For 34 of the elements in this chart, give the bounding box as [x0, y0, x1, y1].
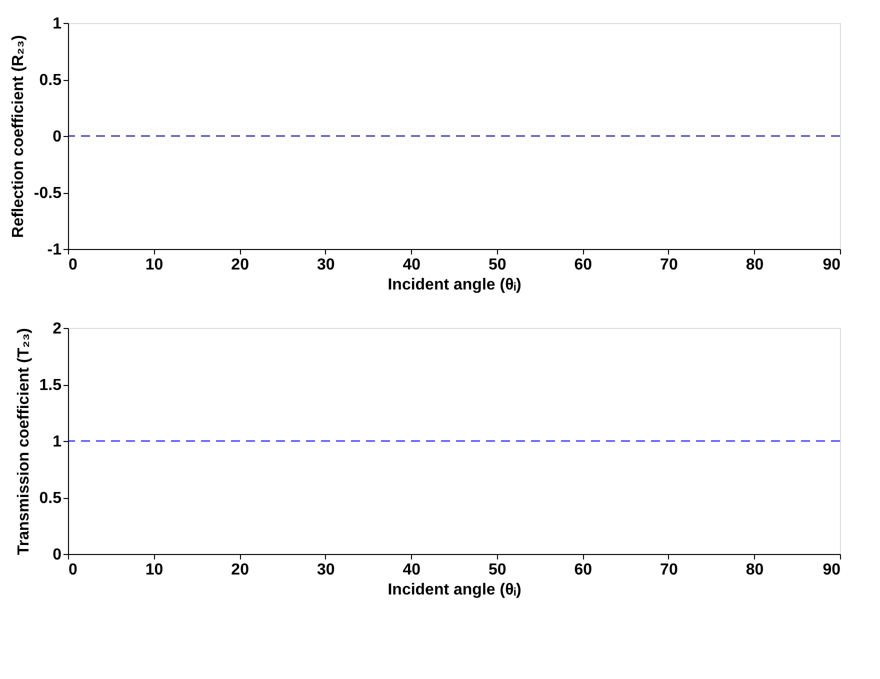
x-tick-label: 60: [574, 562, 592, 578]
x-tick-label: 20: [231, 562, 250, 578]
y-tick-label: -1: [47, 242, 62, 258]
x-axis-title: Incident angle (θᵢ): [388, 276, 522, 294]
x-tick-label: 40: [402, 562, 421, 578]
x-tick-label: 90: [822, 562, 841, 578]
y-tick-label: -0.5: [34, 185, 62, 202]
x-tick-label: 50: [488, 256, 506, 274]
y-tick-label: 1.5: [39, 377, 62, 394]
y-axis-title: Reflection coefficient (R₂₃): [10, 35, 27, 238]
y-tick-label: 0.5: [39, 490, 62, 507]
x-tick-label: 10: [145, 256, 164, 274]
x-tick-label: 90: [822, 256, 841, 274]
y-tick-label: 1: [52, 16, 62, 32]
x-tick-label: 0: [68, 562, 78, 578]
x-tick-label: 40: [402, 256, 421, 274]
x-tick-label: 50: [488, 562, 506, 578]
x-tick-label: 10: [145, 562, 164, 578]
y-tick-label: 1: [52, 434, 62, 450]
y-tick-label: 2: [52, 320, 62, 338]
x-axis-title: Incident angle (θᵢ): [388, 582, 522, 598]
x-tick-label: 20: [231, 256, 250, 274]
x-tick-label: 30: [316, 256, 335, 274]
x-tick-label: 70: [660, 562, 678, 578]
y-tick-label: 0: [52, 546, 62, 564]
x-tick-label: 70: [660, 256, 678, 274]
y-tick-label: 0: [52, 128, 62, 146]
x-tick-label: 30: [316, 562, 335, 578]
y-tick-label: 0.5: [39, 72, 62, 89]
y-axis-title: Transmission coefficient (T₂₃): [15, 328, 32, 555]
x-tick-label: 80: [746, 562, 764, 578]
x-tick-label: 0: [68, 256, 78, 274]
x-tick-label: 60: [574, 256, 592, 274]
x-tick-label: 80: [746, 256, 764, 274]
